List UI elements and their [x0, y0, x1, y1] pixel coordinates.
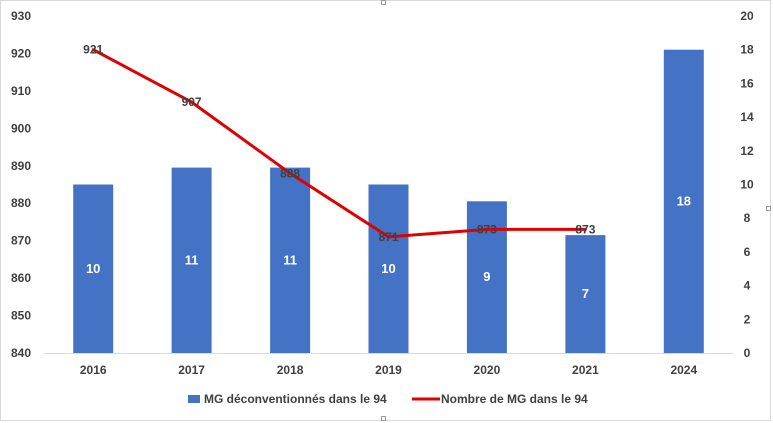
bar	[565, 235, 606, 353]
line-point	[288, 171, 292, 175]
resize-handle-bottom[interactable]	[381, 416, 386, 421]
y-right-tick-label: 12	[740, 144, 754, 158]
resize-handle-right[interactable]	[766, 206, 771, 211]
line-data-label: 888	[280, 166, 300, 180]
line-point	[190, 100, 194, 104]
line-path	[92, 48, 586, 239]
bar-data-label: 9	[483, 269, 490, 284]
line-data-label: 921	[83, 43, 103, 57]
y-right-tick-label: 2	[744, 312, 751, 326]
y-left-tick-label: 890	[11, 159, 31, 173]
line-point	[485, 227, 489, 231]
y-right-tick-label: 6	[744, 245, 751, 259]
y-right-tick-label: 18	[740, 43, 754, 57]
bar-data-labels: 10 11 11 10 9 7 18	[86, 193, 691, 301]
y-right-tick-label: 14	[740, 110, 754, 124]
x-axis: 2016 2017 2018 2019 2020 2021 2024	[80, 363, 698, 377]
bar-data-label: 10	[381, 261, 395, 276]
x-tick-label: 2019	[375, 363, 402, 377]
line-data-label: 873	[575, 222, 595, 236]
line-data-label: 907	[182, 95, 202, 109]
bar-series	[73, 49, 704, 353]
x-tick-label: 2016	[80, 363, 107, 377]
y-axis-left: 840 850 860 870 880 890 900 910 920 930	[11, 9, 31, 360]
y-right-tick-label: 0	[744, 346, 751, 360]
y-left-tick-label: 870	[11, 234, 31, 248]
bar	[466, 201, 507, 353]
y-right-tick-label: 10	[740, 178, 754, 192]
bar	[270, 167, 311, 353]
legend: MG déconventionnés dans le 94 Nombre de …	[188, 392, 588, 406]
x-tick-label: 2017	[178, 363, 205, 377]
y-left-tick-label: 900	[11, 121, 31, 135]
y-left-tick-label: 910	[11, 84, 31, 98]
bar-data-label: 11	[185, 252, 199, 267]
y-left-tick-label: 860	[11, 271, 31, 285]
bar-data-label: 18	[677, 193, 691, 208]
line-data-label: 871	[378, 230, 398, 244]
legend-swatch-bar	[188, 395, 200, 403]
x-tick-label: 2024	[670, 363, 697, 377]
bar	[663, 49, 704, 353]
line-data-label: 873	[477, 222, 497, 236]
y-right-tick-label: 16	[740, 76, 754, 90]
line-point	[91, 48, 95, 52]
line-series	[91, 48, 587, 239]
bar	[368, 184, 409, 353]
bar	[73, 184, 114, 353]
line-point	[583, 227, 587, 231]
bar	[171, 167, 212, 353]
legend-label-bar: MG déconventionnés dans le 94	[204, 392, 387, 406]
resize-handle-top[interactable]	[381, 0, 386, 5]
y-right-tick-label: 8	[744, 211, 751, 225]
x-tick-label: 2021	[572, 363, 599, 377]
line-data-labels: 921 907 888 871 873 873	[83, 43, 596, 244]
y-left-tick-label: 920	[11, 46, 31, 60]
legend-label-line: Nombre de MG dans le 94	[441, 392, 588, 406]
y-axis-right: 0 2 4 6 8 10 12 14 16 18 20	[740, 9, 754, 360]
y-left-tick-label: 840	[11, 346, 31, 360]
y-right-tick-label: 4	[744, 279, 751, 293]
bar-data-label: 11	[283, 252, 297, 267]
y-left-tick-label: 880	[11, 196, 31, 210]
bar-data-label: 7	[582, 286, 589, 301]
y-left-tick-label: 930	[11, 9, 31, 23]
y-left-tick-label: 850	[11, 309, 31, 323]
x-tick-label: 2020	[474, 363, 501, 377]
x-tick-label: 2018	[277, 363, 304, 377]
line-point	[387, 235, 390, 239]
bar-data-label: 10	[86, 261, 100, 276]
y-right-tick-label: 20	[740, 9, 754, 23]
